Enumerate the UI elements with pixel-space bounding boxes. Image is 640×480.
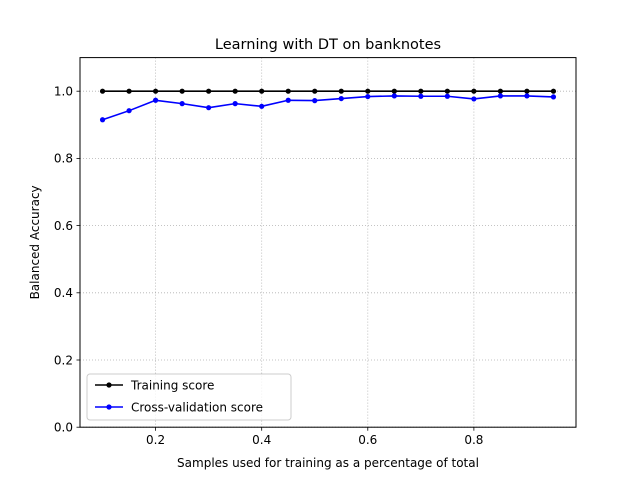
data-point-cross-validation	[312, 98, 318, 104]
data-point-training	[259, 88, 265, 94]
data-point-cross-validation	[259, 103, 265, 109]
data-point-training	[365, 88, 371, 94]
data-point-training	[312, 88, 318, 94]
data-point-cross-validation	[99, 117, 106, 123]
series-cross-validation	[99, 93, 557, 123]
x-axis-label: Samples used for training as a percentag…	[177, 456, 479, 470]
plot-frame	[79, 57, 577, 428]
series-training	[99, 88, 557, 94]
grid	[80, 57, 576, 428]
data-point-training	[99, 88, 106, 94]
data-point-training	[471, 88, 477, 94]
legend-marker-training	[106, 382, 112, 388]
data-point-cross-validation	[179, 101, 185, 107]
data-point-training	[152, 88, 159, 94]
data-point-cross-validation	[550, 94, 557, 100]
legend-marker-cross-validation	[106, 404, 112, 410]
data-point-cross-validation	[206, 105, 212, 111]
legend-box	[86, 373, 292, 421]
data-point-cross-validation	[126, 108, 132, 114]
legend-label-training: Training score	[130, 379, 214, 393]
plot-series	[99, 88, 557, 123]
y-axis-label: Balanced Accuracy	[28, 185, 42, 299]
chart-title: Learning with DT on banknotes	[215, 37, 441, 53]
data-point-training	[391, 88, 397, 94]
data-point-cross-validation	[444, 93, 450, 99]
data-point-cross-validation	[152, 97, 159, 103]
axis-ticks: 0.2 0.4 0.6 0.8 0.0 0.2 0.4 0.6 0.8 1.0	[54, 85, 484, 448]
data-point-cross-validation	[497, 93, 504, 99]
data-point-training	[232, 88, 238, 94]
x-tick-label: 0.2	[146, 433, 165, 447]
y-tick-label: 0.6	[54, 219, 73, 233]
y-tick-label: 0.2	[54, 353, 73, 367]
data-point-training	[550, 88, 557, 94]
data-point-training	[206, 88, 212, 94]
data-point-training	[418, 88, 424, 94]
data-point-training	[285, 88, 291, 94]
data-point-training	[338, 88, 344, 94]
data-point-cross-validation	[365, 93, 371, 100]
legend: Training score Cross-validation score	[86, 373, 292, 421]
data-point-cross-validation	[232, 101, 238, 107]
y-tick-label: 0.4	[54, 286, 73, 300]
data-point-training	[444, 88, 450, 94]
y-tick-label: 1.0	[54, 85, 73, 99]
data-point-training	[524, 88, 530, 94]
data-point-training	[126, 88, 132, 94]
data-point-cross-validation	[418, 93, 424, 99]
data-point-cross-validation	[471, 96, 477, 102]
data-point-training	[179, 88, 185, 94]
x-tick-label: 0.6	[358, 433, 377, 447]
data-point-training	[497, 88, 504, 94]
series-line-cross-validation	[102, 95, 554, 121]
data-point-cross-validation	[524, 93, 530, 99]
x-tick-label: 0.4	[252, 433, 271, 447]
y-tick-label: 0.0	[54, 421, 73, 435]
y-tick-label: 0.8	[54, 152, 73, 166]
data-point-cross-validation	[391, 93, 397, 99]
data-point-cross-validation	[338, 95, 344, 102]
legend-label-cross-validation: Cross-validation score	[131, 401, 263, 415]
x-tick-label: 0.8	[464, 433, 483, 447]
data-point-cross-validation	[285, 97, 291, 103]
